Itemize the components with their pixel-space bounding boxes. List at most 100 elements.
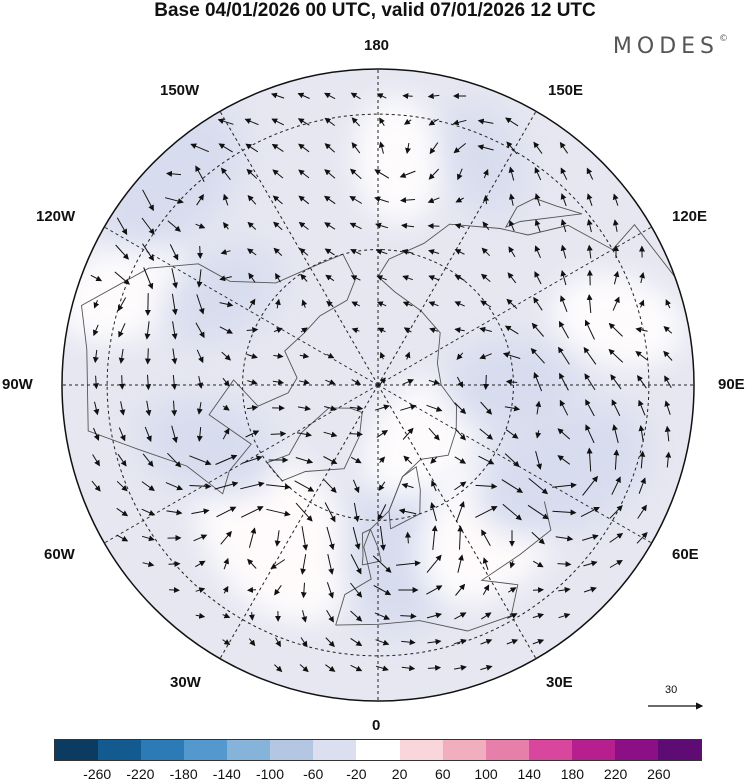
wind-vector [246,326,259,333]
wind-vector [508,246,516,258]
wind-vector [509,560,516,569]
wind-vector [535,430,542,439]
meridian-line [377,384,537,659]
wind-vector [325,637,335,648]
colorbar-swatch [528,740,572,760]
colorbar-swatch [442,740,486,760]
wind-vector [195,223,206,229]
wind-vector [377,327,386,334]
wind-vector [401,248,414,255]
wind-vector [300,637,308,648]
wind-vector [504,405,521,412]
wind-vector [378,481,386,492]
wind-vector [478,455,495,465]
wind-vector [404,351,411,360]
colorbar-swatch [313,740,357,760]
wind-vector [479,353,492,360]
wind-vector [454,664,467,671]
brand-text: MODES [612,34,719,59]
lon-label-90w: 90W [2,376,33,393]
colorbar-tick-label: 260 [647,766,671,782]
wind-vector [502,352,521,359]
wind-vector [508,587,517,593]
wind-vector [143,267,154,290]
wind-vector [378,141,385,154]
wind-vector [274,530,281,547]
wind-vector [506,429,519,439]
wind-vector [326,526,335,551]
wind-vector [400,613,417,620]
wind-vector [196,193,204,206]
wind-vector [506,638,519,645]
wind-vector [297,92,310,99]
wind-vector [247,379,258,385]
wind-vector [507,613,518,619]
anomaly-contour [552,274,684,367]
lon-label-60w: 60W [44,546,75,563]
colorbar-tick-label: -20 [346,766,367,782]
wind-vector [118,349,125,364]
wind-vector [116,507,129,517]
wind-vector [379,117,385,127]
wind-vector [376,301,387,307]
wind-vector [190,143,209,153]
wind-vector [558,612,571,619]
wind-vector [275,637,281,648]
wind-vector [164,197,184,204]
wind-vector [454,327,465,334]
wind-vector [297,405,311,412]
wind-vector [323,456,338,464]
wind-vector [270,92,285,99]
wind-vector [221,351,232,361]
wind-vector [428,275,439,281]
wind-vector [141,535,155,542]
wind-vector [376,430,389,438]
wind-vector [506,298,518,309]
wind-vector [585,424,595,444]
wind-vector [532,638,545,645]
wind-vector [351,379,362,385]
wind-vector [119,375,126,390]
wind-vector [555,535,574,542]
wind-vector [585,399,595,417]
wind-vector [219,275,232,282]
wind-vector [583,346,597,365]
wind-vector [456,168,463,181]
wind-vector [506,141,518,155]
wind-vector [195,165,205,182]
wind-vector [534,166,542,181]
wind-vector [171,268,178,289]
modes-logo: MODES© [613,34,728,59]
wind-vector [222,377,230,387]
wind-vector [477,144,494,151]
wind-vector [428,118,439,126]
colorbar-tick-label: -180 [169,766,198,782]
wind-vector [189,483,212,490]
wind-vector [457,554,464,573]
wind-vector [453,638,467,645]
wind-vector [608,322,623,337]
wind-vector [639,450,646,469]
wind-vector [247,586,257,593]
wind-vector [611,399,621,417]
wind-vector [144,348,151,365]
wind-vector [479,326,492,333]
wind-vector [323,431,338,438]
colorbar-swatch [614,740,658,760]
wind-vector [324,405,337,412]
wind-vector [558,346,570,365]
wind-vector [197,375,204,389]
wind-vector [273,221,283,231]
wind-vector [248,638,256,647]
wind-vector [193,534,208,542]
meridian-line [377,111,537,386]
wind-vector [141,508,156,516]
wind-vector [665,299,671,309]
wind-vector [374,404,390,411]
wind-vector [116,534,129,542]
wind-vector [396,560,421,567]
wind-vector [142,561,155,568]
wind-vector [324,502,336,523]
wind-vector [428,379,441,385]
wind-vector [171,321,178,340]
